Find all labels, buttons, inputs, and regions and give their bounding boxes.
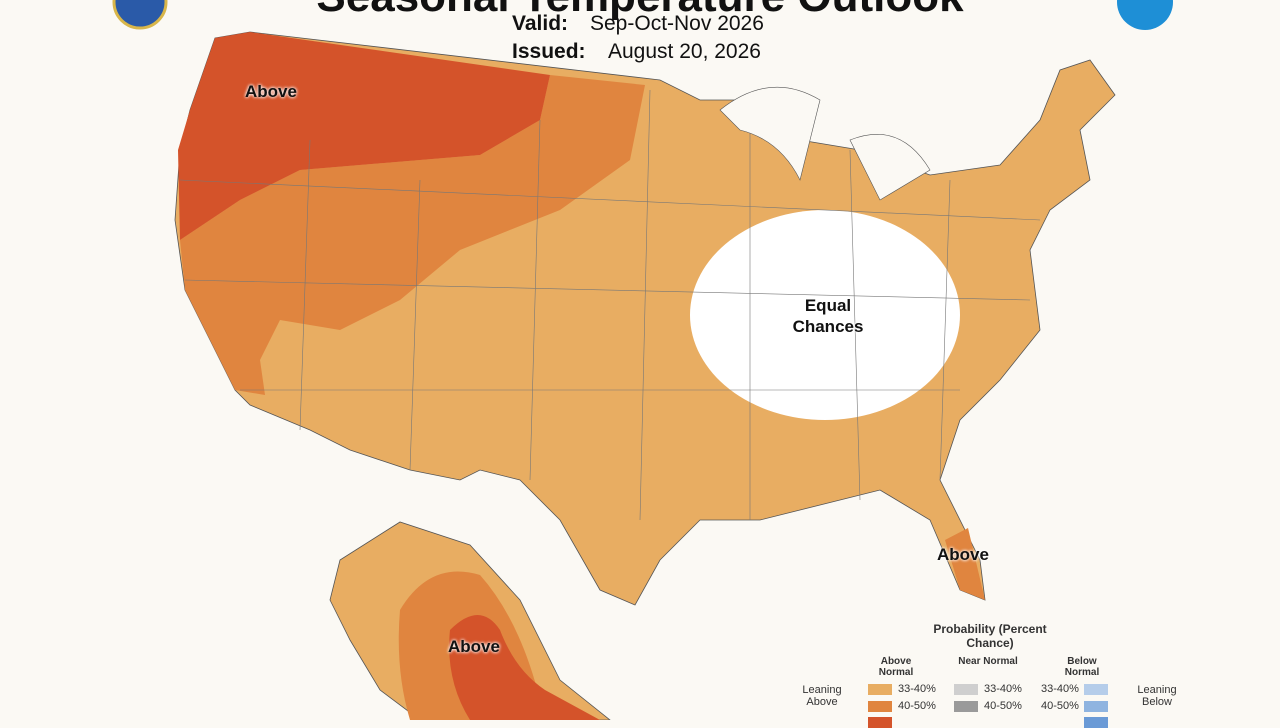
legend-note: Leaning Above [802,684,842,708]
legend-range: 40-50% [898,700,936,712]
legend-range: 40-50% [984,700,1022,712]
alaska-50-60 [449,615,600,720]
map-label: Above [937,545,989,564]
legend-swatch [954,684,978,695]
valid-label: Valid: [512,12,569,35]
legend-range: 33-40% [984,683,1022,695]
legend-column: Below Normal [1064,656,1100,678]
map-label: Above [245,82,297,101]
state-borders [179,89,1041,521]
agency-seal [112,0,168,30]
great-lakes [719,86,931,201]
legend-column: Near Normal [958,656,1018,667]
issued-label: Issued: [512,40,586,63]
issued-value: August 20, 2026 [608,40,761,63]
above-40-50 [180,75,645,395]
title: Seasonal Temperature Outlook [0,0,1280,22]
map-label: Equal Chances [792,296,864,336]
equal-chances-area [690,210,960,420]
valid-value: Sep-Oct-Nov 2026 [590,12,764,35]
legend-note: Leaning Below [1137,684,1177,708]
florida-40-50 [945,528,985,600]
map-label: Above [448,637,500,656]
legend-title: Probability (Percent Chance) [933,622,1047,650]
legend-swatch [954,701,978,712]
legend-range: 33-40% [898,683,936,695]
noaa-logo [1117,0,1173,30]
legend-range: 33-40% [1041,683,1079,695]
legend-swatch [868,684,892,695]
above-50-60 [178,32,550,240]
legend-column: Above Normal [878,656,914,678]
legend-swatch [1084,701,1108,712]
legend-swatch [868,701,892,712]
legend-swatch [1084,717,1108,728]
legend-range: 40-50% [1041,700,1079,712]
legend-swatch [1084,684,1108,695]
legend-swatch [868,717,892,728]
